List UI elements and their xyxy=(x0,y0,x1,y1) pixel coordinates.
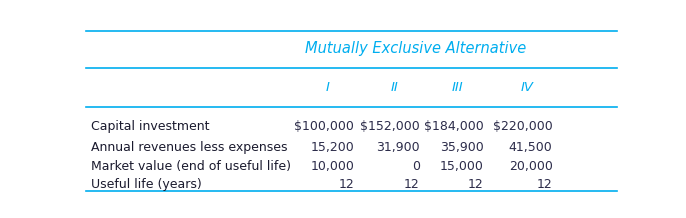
Text: Useful life (years): Useful life (years) xyxy=(91,178,202,191)
Text: $152,000: $152,000 xyxy=(360,119,420,133)
Text: 35,900: 35,900 xyxy=(440,141,484,154)
Text: 41,500: 41,500 xyxy=(509,141,552,154)
Text: 12: 12 xyxy=(468,178,484,191)
Text: Market value (end of useful life): Market value (end of useful life) xyxy=(91,160,291,173)
Text: $220,000: $220,000 xyxy=(493,119,552,133)
Text: 12: 12 xyxy=(338,178,354,191)
Text: I: I xyxy=(326,81,329,94)
Text: 31,900: 31,900 xyxy=(376,141,420,154)
Text: III: III xyxy=(452,81,464,94)
Text: $100,000: $100,000 xyxy=(294,119,354,133)
Text: 12: 12 xyxy=(404,178,420,191)
Text: Annual revenues less expenses: Annual revenues less expenses xyxy=(91,141,287,154)
Text: 15,200: 15,200 xyxy=(311,141,354,154)
Text: Mutually Exclusive Alternative: Mutually Exclusive Alternative xyxy=(305,41,526,56)
Text: Capital investment: Capital investment xyxy=(91,119,209,133)
Text: 0: 0 xyxy=(412,160,420,173)
Text: 10,000: 10,000 xyxy=(310,160,354,173)
Text: IV: IV xyxy=(521,81,534,94)
Text: II: II xyxy=(390,81,398,94)
Text: 15,000: 15,000 xyxy=(440,160,484,173)
Text: $184,000: $184,000 xyxy=(424,119,484,133)
Text: 12: 12 xyxy=(536,178,552,191)
Text: 20,000: 20,000 xyxy=(508,160,552,173)
